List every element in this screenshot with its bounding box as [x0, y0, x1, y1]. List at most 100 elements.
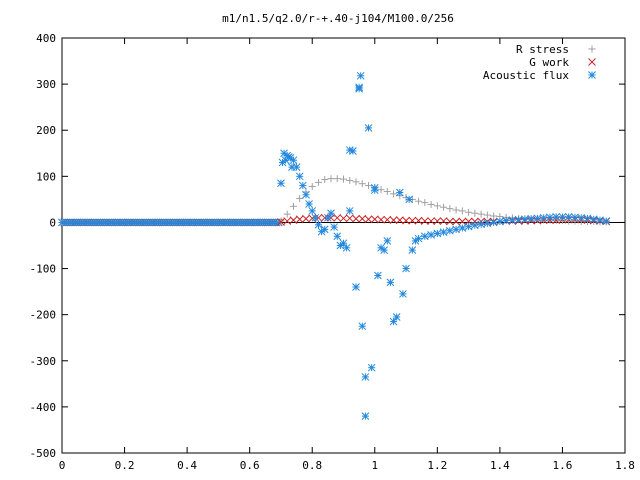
x-tick-label: 0.4: [177, 459, 197, 472]
g-work-point: [283, 217, 292, 225]
acoustic-flux-point: [602, 217, 611, 225]
g-work-point: [471, 217, 479, 226]
g-work-point: [458, 217, 467, 226]
r-stress-point: [289, 202, 297, 210]
acoustic-flux-point: [589, 215, 598, 224]
g-work-point: [402, 216, 410, 225]
y-tick-label: 300: [36, 78, 56, 91]
acoustic-flux-point: [358, 322, 367, 331]
y-tick-label: 0: [49, 216, 56, 229]
g-work-point: [420, 217, 429, 225]
acoustic-flux-point: [596, 216, 604, 224]
g-work-point: [445, 217, 454, 226]
acoustic-flux-point: [420, 232, 429, 241]
acoustic-flux-point: [433, 229, 442, 238]
acoustic-flux-point: [452, 225, 460, 234]
acoustic-flux-point: [577, 213, 586, 222]
acoustic-flux-point: [330, 223, 338, 231]
acoustic-flux-point: [402, 264, 410, 273]
acoustic-flux-point: [305, 200, 313, 208]
acoustic-flux-point: [527, 214, 536, 223]
acoustic-flux-point: [314, 220, 323, 229]
acoustic-flux-point: [277, 179, 285, 188]
x-tick-label: 0.8: [302, 459, 322, 472]
y-tick-label: -200: [30, 309, 57, 322]
g-work-point: [370, 215, 379, 224]
acoustic-flux-point: [571, 213, 579, 222]
legend-label: G work: [529, 56, 569, 69]
plot-frame: [61, 37, 626, 454]
legend-marker: [588, 71, 596, 79]
acoustic-flux-point: [361, 412, 370, 420]
acoustic-flux-point: [392, 313, 401, 321]
r-stress-point: [283, 210, 291, 218]
acoustic-flux-point: [311, 213, 320, 222]
acoustic-flux-point: [471, 221, 479, 230]
acoustic-flux-point: [502, 216, 510, 225]
acoustic-flux-point: [308, 207, 317, 215]
data-series: [58, 71, 611, 420]
r-stress-point: [465, 208, 473, 216]
acoustic-flux-point: [546, 213, 554, 222]
acoustic-flux-point: [386, 278, 395, 287]
x-tick-label: 1.2: [427, 459, 447, 472]
acoustic-flux-point: [533, 214, 542, 223]
g-work-point: [352, 214, 360, 223]
acoustic-flux-point: [408, 246, 417, 254]
y-tick-label: -500: [30, 447, 57, 460]
r-stress-point: [390, 190, 398, 198]
y-tick-label: -100: [30, 263, 57, 276]
x-tick-label: 1.8: [615, 459, 635, 472]
r-stress-point: [415, 197, 423, 205]
acoustic-flux-point: [496, 217, 504, 226]
acoustic-flux-point: [427, 231, 435, 239]
r-stress-point: [440, 203, 448, 211]
acoustic-flux-point: [345, 207, 354, 215]
r-stress-point: [483, 211, 491, 219]
g-work-point: [339, 214, 348, 223]
g-work-point: [433, 217, 442, 225]
axis-ticks: 0 0.2 0.4 0.6 0.8 1 1.2 1.4 1.6 1.8 -500 -400 -300 -2…: [30, 32, 635, 472]
y-tick-label: 200: [36, 124, 56, 137]
acoustic-flux-point: [298, 181, 307, 190]
g-work-point: [333, 213, 342, 222]
acoustic-flux-point: [361, 373, 370, 381]
g-work-point: [302, 214, 310, 223]
legend-label: Acoustic flux: [483, 69, 569, 82]
r-stress-point: [427, 200, 435, 208]
acoustic-flux-point: [380, 246, 389, 254]
r-stress-point: [358, 180, 366, 188]
x-tick-label: 0.2: [115, 459, 135, 472]
r-stress-point: [471, 209, 479, 217]
acoustic-flux-point: [514, 215, 523, 224]
g-work-point: [439, 217, 448, 225]
acoustic-flux-point: [352, 283, 360, 291]
r-stress-point: [333, 175, 341, 183]
g-work-point: [377, 215, 385, 224]
r-stress-point: [314, 178, 322, 186]
r-stress-point: [346, 176, 354, 184]
r-stress-point: [490, 212, 498, 220]
acoustic-flux-point: [558, 213, 567, 221]
x-tick-label: 0: [59, 459, 66, 472]
acoustic-flux-point: [356, 71, 365, 80]
acoustic-flux-point: [483, 219, 492, 228]
y-tick-label: -400: [30, 401, 57, 414]
acoustic-flux-point: [289, 156, 298, 165]
acoustic-flux-point: [399, 290, 407, 298]
r-stress-point: [321, 176, 329, 184]
acoustic-flux-point: [370, 184, 379, 192]
acoustic-flux-point: [395, 188, 404, 197]
r-stress-point: [308, 182, 316, 190]
acoustic-flux-point: [288, 163, 296, 171]
acoustic-flux-point: [324, 213, 332, 222]
acoustic-flux-point: [405, 195, 414, 204]
acoustic-flux-point: [339, 239, 348, 248]
acoustic-flux-point: [439, 228, 448, 236]
legend-marker: [588, 45, 596, 53]
acoustic-flux-point: [320, 225, 329, 234]
r-stress-point: [446, 205, 454, 213]
chart-title: m1/n1.5/q2.0/r-+.40-j104/M100.0/256: [222, 12, 454, 25]
